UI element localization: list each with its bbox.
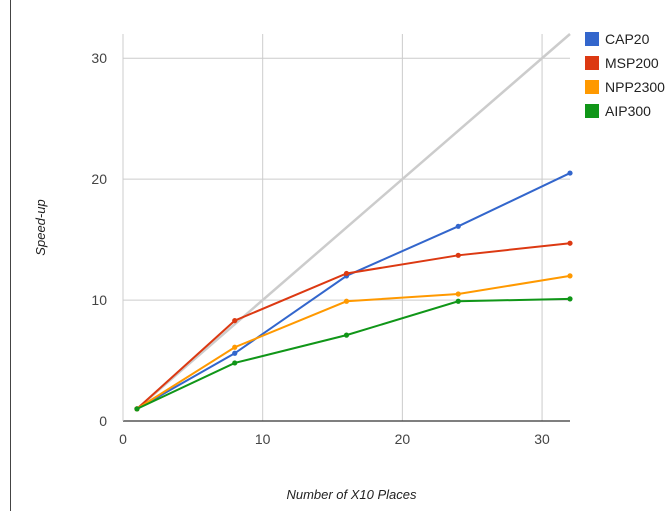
x-axis-title: Number of X10 Places (286, 487, 417, 502)
data-point (232, 350, 238, 356)
series-line (136, 242, 571, 410)
y-tick-label: 30 (91, 50, 107, 66)
y-tick-label: 20 (91, 171, 107, 187)
legend-label: AIP300 (605, 103, 651, 119)
series-msp200 (134, 240, 573, 412)
legend-label: MSP200 (605, 55, 659, 71)
legend-label: NPP2300 (605, 79, 665, 95)
legend-item-msp200: MSP200 (585, 55, 659, 71)
legend-item-aip300: AIP300 (585, 103, 651, 119)
legend-item-npp2300: NPP2300 (585, 79, 665, 95)
ideal-line (136, 33, 571, 410)
x-tick-label: 30 (534, 431, 550, 447)
tick-labels: 0 10 20 30 0 10 20 30 (91, 50, 550, 447)
x-tick-label: 0 (119, 431, 127, 447)
legend-item-cap20: CAP20 (585, 31, 650, 47)
legend: CAP20 MSP200 NPP2300 AIP300 (585, 31, 665, 119)
data-point (343, 298, 350, 304)
series-line (136, 274, 571, 410)
data-point (232, 360, 238, 366)
data-point (455, 298, 461, 304)
legend-swatch (585, 80, 599, 94)
y-tick-label: 10 (91, 292, 107, 308)
series-line (136, 172, 571, 410)
data-point (343, 332, 350, 338)
ideal-speedup-line (136, 33, 571, 410)
series-npp2300 (134, 273, 573, 412)
series-aip300 (134, 296, 573, 412)
data-point (567, 170, 573, 176)
legend-swatch (585, 32, 599, 46)
y-tick-label: 0 (99, 413, 107, 429)
axes (122, 34, 570, 422)
legend-swatch (585, 104, 599, 118)
legend-label: CAP20 (605, 31, 650, 47)
data-point (343, 270, 350, 277)
legend-swatch (585, 56, 599, 70)
series-cap20 (134, 170, 573, 412)
data-point (455, 223, 461, 229)
data-point (567, 273, 573, 279)
data-point (567, 296, 573, 302)
x-tick-label: 10 (255, 431, 271, 447)
data-point (232, 318, 238, 324)
series-group (134, 170, 573, 412)
x-tick-label: 20 (395, 431, 411, 447)
data-point (455, 291, 461, 297)
y-axis-title: Speed-up (33, 199, 48, 255)
data-point (567, 240, 573, 246)
chart-frame (10, 0, 672, 511)
data-point (134, 406, 140, 412)
data-point (455, 252, 461, 258)
data-point (232, 344, 238, 350)
